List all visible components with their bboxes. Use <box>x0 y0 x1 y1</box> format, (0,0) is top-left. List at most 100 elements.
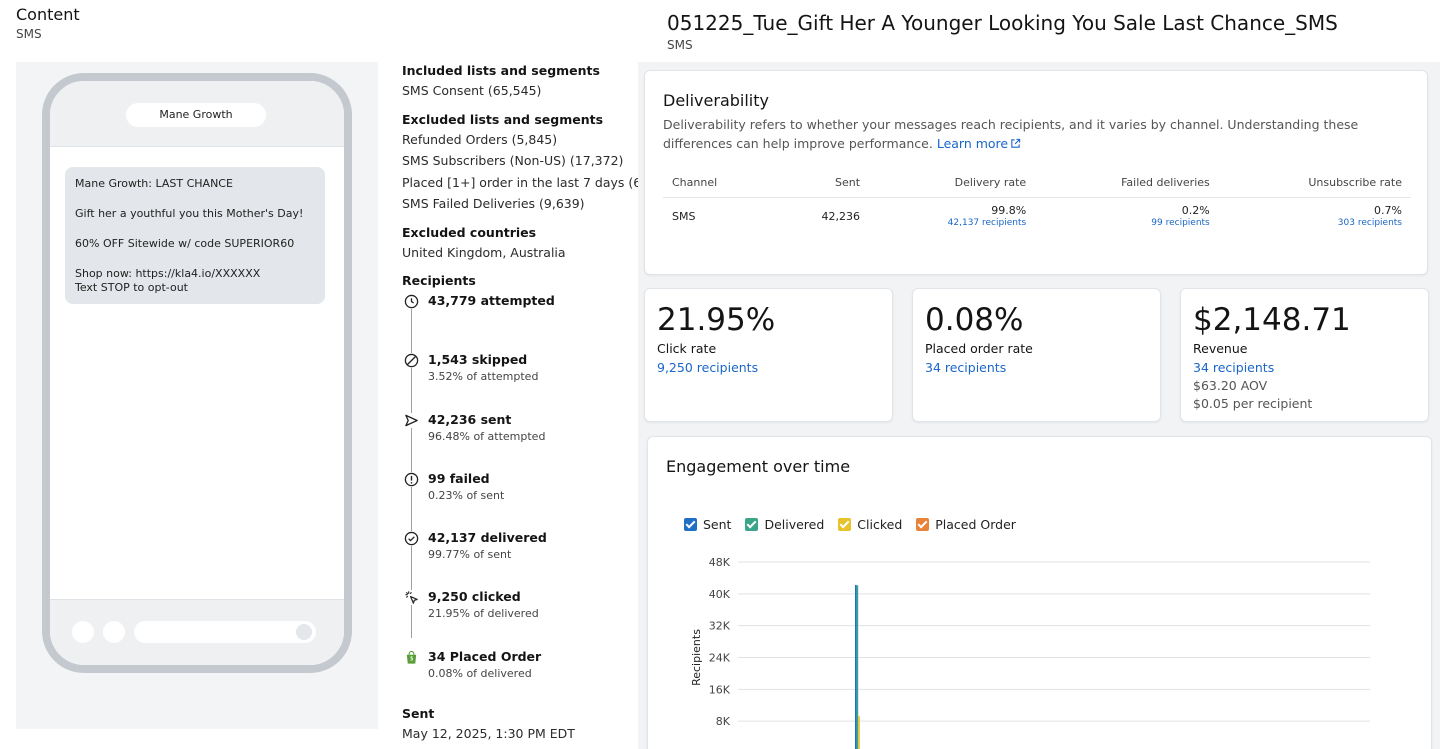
cell-failed: 0.2% 99 recipients <box>1035 198 1219 230</box>
deliverability-description: Deliverability refers to whether your me… <box>663 115 1409 153</box>
col-header-delivery-rate: Delivery rate <box>869 176 1036 198</box>
bar-sent <box>855 584 857 749</box>
per-recipient-value: $0.05 per recipient <box>1193 396 1313 411</box>
col-header-failed: Failed deliveries <box>1035 176 1219 198</box>
y-tick-label: 16K <box>709 683 731 696</box>
learn-more-link[interactable]: Learn more <box>937 136 1021 151</box>
timeline-step-placed-order: 34 Placed Order 0.08% of delivered <box>402 648 638 707</box>
bar-delivered <box>856 585 859 749</box>
failed-rate-value: 0.2% <box>1181 204 1210 217</box>
included-list-item: SMS Consent (65,545) <box>402 83 542 98</box>
campaign-header: 051225_Tue_Gift Her A Younger Looking Yo… <box>667 11 1338 52</box>
y-tick-label: 48K <box>709 556 731 569</box>
learn-more-label: Learn more <box>936 136 1009 151</box>
delivery-rate-value: 99.8% <box>991 204 1027 217</box>
step-title: 99 failed <box>428 470 490 486</box>
timeline-step-failed: 99 failed 0.23% of sent <box>402 470 638 529</box>
sent-label: Sent <box>402 706 435 722</box>
engagement-title: Engagement over time <box>666 457 851 476</box>
cell-unsubscribe: 0.7% 303 recipients <box>1219 198 1411 230</box>
failed-recipients-link[interactable]: 99 recipients <box>1151 218 1210 228</box>
audience-column: Included lists and segments SMS Consent … <box>402 62 674 745</box>
skipped-icon <box>404 353 419 369</box>
timeline-step-clicked: 9,250 clicked 21.95% of delivered <box>402 588 638 647</box>
placed-order-rate-label: Placed order rate <box>925 341 1033 356</box>
sms-preview-panel: Mane Growth Mane Growth: LAST CHANCE Gif… <box>16 62 378 729</box>
recipients-label: Recipients <box>402 273 476 288</box>
sender-name: Mane Growth <box>126 103 266 127</box>
recipients-timeline: 43,779 attempted 1,543 skipped 3.52% of … <box>402 292 638 707</box>
camera-dot-icon <box>72 621 94 643</box>
legend-label: Placed Order <box>935 517 1016 532</box>
cell-sent: 42,236 <box>821 210 861 223</box>
y-tick-label: 24K <box>709 652 731 665</box>
click-recipients-link[interactable]: 9,250 recipients <box>657 360 759 375</box>
bar-clicked <box>858 716 860 749</box>
phone-footer <box>50 599 344 665</box>
excluded-list-item: SMS Subscribers (Non-US) (17,372) <box>402 153 624 168</box>
y-axis-label: Recipients <box>690 629 703 686</box>
message-input-bar <box>134 621 316 643</box>
deliverability-card: Deliverability Deliverability refers to … <box>644 70 1428 275</box>
delivery-recipients-link[interactable]: 42,137 recipients <box>947 218 1027 228</box>
revenue-card: $2,148.71 Revenue 34 recipients $63.20 A… <box>1180 288 1429 422</box>
campaign-title: 051225_Tue_Gift Her A Younger Looking Yo… <box>667 11 1338 35</box>
order-recipients-link[interactable]: 34 recipients <box>925 360 1007 375</box>
y-tick-label: 40K <box>709 588 731 601</box>
cell-channel: SMS <box>672 210 696 223</box>
send-icon <box>404 412 419 428</box>
excluded-countries-value: United Kingdom, Australia <box>402 244 566 260</box>
legend-toggle-delivered[interactable]: Delivered <box>745 517 824 532</box>
sent-value: May 12, 2025, 1:30 PM EDT <box>402 726 575 742</box>
timeline-step-sent: 42,236 sent 96.48% of attempted <box>402 411 638 470</box>
col-header-sent: Sent <box>771 176 870 198</box>
checkbox-checked-icon <box>916 518 930 531</box>
phone-mockup: Mane Growth Mane Growth: LAST CHANCE Gif… <box>42 73 352 673</box>
external-link-icon <box>1011 138 1021 148</box>
check-circle-icon <box>404 531 419 547</box>
cell-delivery-rate: 99.8% 42,137 recipients <box>869 198 1035 230</box>
message-line: Shop now: https://kla4.io/XXXXXX <box>75 267 261 280</box>
apps-dot-icon <box>103 621 125 643</box>
step-sub: 96.48% of attempted <box>428 429 546 443</box>
table-row: SMS 42,236 99.8% 42,137 recipients 0.2% … <box>663 198 1411 230</box>
step-title: 34 Placed Order <box>428 648 542 664</box>
step-sub: 21.95% of delivered <box>428 607 539 621</box>
content-title: Content <box>16 5 80 24</box>
unsub-recipients-link[interactable]: 303 recipients <box>1337 218 1402 228</box>
checkbox-checked-icon <box>745 518 759 531</box>
click-rate-label: Click rate <box>657 341 717 356</box>
message-line: Gift her a youthful you this Mother's Da… <box>75 207 304 220</box>
click-rate-card: 21.95% Click rate 9,250 recipients <box>644 288 893 422</box>
deliverability-title: Deliverability <box>663 91 769 110</box>
content-subtitle: SMS <box>16 27 42 41</box>
step-sub: 3.52% of attempted <box>428 370 539 384</box>
legend-label: Sent <box>703 517 732 532</box>
col-header-channel: Channel <box>663 176 772 198</box>
message-bubble: Mane Growth: LAST CHANCE Gift her a yout… <box>65 167 325 304</box>
y-tick-label: 8K <box>716 715 731 728</box>
click-rate-value: 21.95% <box>657 302 776 338</box>
deliverability-text: Deliverability refers to whether your me… <box>663 117 1359 151</box>
step-title: 42,236 sent <box>428 411 512 427</box>
legend-label: Delivered <box>764 517 825 532</box>
phone-header: Mane Growth <box>50 81 344 147</box>
step-sub: 0.23% of sent <box>428 488 505 502</box>
revenue-label: Revenue <box>1193 341 1248 356</box>
y-tick-label: 32K <box>709 620 731 633</box>
legend-toggle-placed-order[interactable]: Placed Order <box>916 517 1016 532</box>
legend-label: Clicked <box>857 517 903 532</box>
campaign-channel: SMS <box>667 38 693 52</box>
checkbox-checked-icon <box>838 518 852 531</box>
legend-toggle-sent[interactable]: Sent <box>684 517 731 532</box>
revenue-recipients-link[interactable]: 34 recipients <box>1193 360 1275 375</box>
legend-toggle-clicked[interactable]: Clicked <box>838 517 902 532</box>
excluded-list-item: Refunded Orders (5,845) <box>402 131 558 147</box>
message-line: 60% OFF Sitewide w/ code SUPERIOR60 <box>75 237 295 250</box>
y-tick-label: 0 <box>723 747 730 749</box>
placed-order-rate-card: 0.08% Placed order rate 34 recipients <box>912 288 1161 422</box>
unsub-rate-value: 0.7% <box>1374 204 1402 217</box>
revenue-value: $2,148.71 <box>1193 302 1351 338</box>
engagement-chart: 0 8K 16K 24K 32K 40K 48K Recipients <box>690 556 1370 749</box>
step-title: 9,250 clicked <box>428 589 521 605</box>
